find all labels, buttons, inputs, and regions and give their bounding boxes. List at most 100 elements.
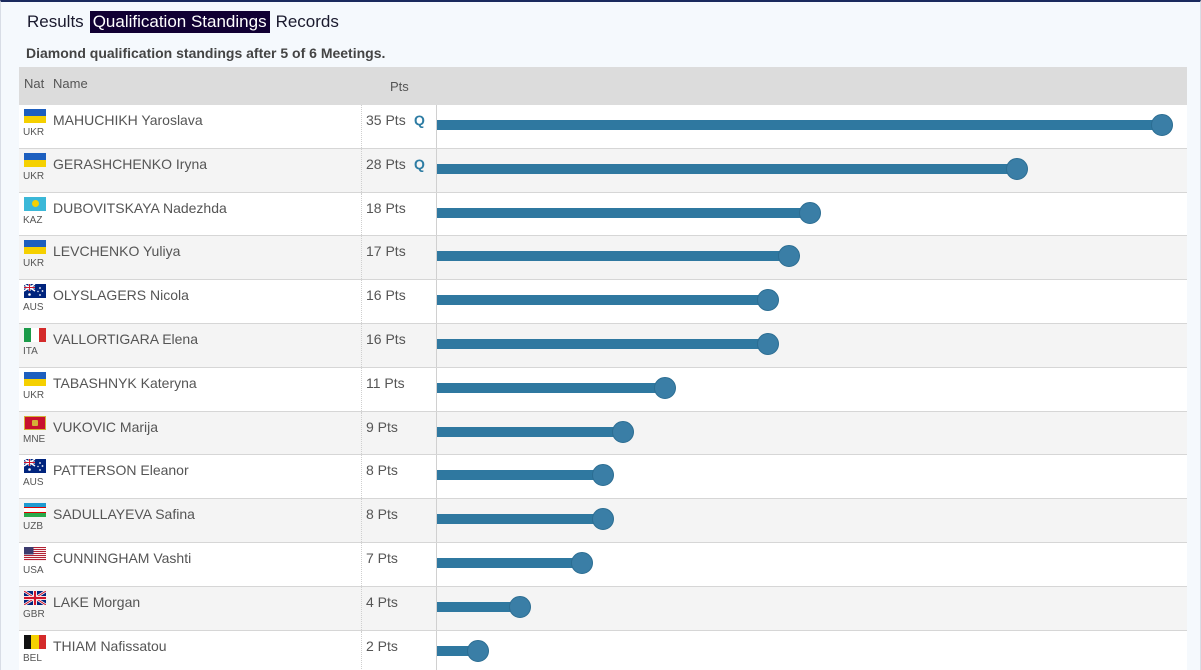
table-row: UKR TABASHNYK Kateryna 11 Pts — [19, 367, 1187, 412]
points-bar-area — [437, 587, 1187, 630]
belgium-flag — [24, 634, 46, 649]
points-dot — [799, 201, 821, 224]
table-row: AUS PATTERSON Eleanor 8 Pts — [19, 455, 1187, 500]
nat-code: MNE — [23, 433, 46, 445]
nat-code: GBR — [23, 608, 45, 620]
nat-code: USA — [23, 564, 44, 576]
points-cell: 2 Pts — [361, 630, 437, 670]
nat-code: AUS — [23, 477, 44, 489]
nat-code: UKR — [23, 258, 45, 270]
table-row: KAZ DUBOVITSKAYA Nadezhda 18 Pts — [19, 192, 1187, 237]
column-nat: Nat — [24, 76, 45, 91]
tab-qualification-standings[interactable]: Qualification Standings — [89, 11, 270, 33]
points-dot — [1006, 157, 1028, 180]
points-bar — [437, 163, 1017, 174]
points-dot — [757, 332, 779, 355]
ukraine-flag — [24, 240, 46, 255]
athlete-name[interactable]: MAHUCHIKH Yaroslava — [53, 112, 203, 128]
points-cell: 16 Pts — [361, 323, 437, 367]
table-row: UZB SADULLAYEVA Safina 8 Pts — [19, 499, 1187, 543]
points-bar-area — [437, 280, 1187, 323]
points-dot — [467, 639, 489, 662]
points-cell: 8 Pts — [361, 499, 437, 542]
points-bar — [437, 251, 789, 262]
points-bar — [437, 557, 582, 568]
points-value: 16 Pts — [366, 330, 406, 347]
points-cell: 11 Pts — [361, 367, 437, 411]
points-bar-area — [437, 455, 1187, 498]
points-dot — [778, 245, 800, 268]
points-cell: 8 Pts — [361, 455, 437, 499]
nat-code: UKR — [23, 389, 45, 401]
montenegro-flag — [24, 415, 46, 430]
table-body: UKR MAHUCHIKH Yaroslava 35 Pts Q UKR GERASHCH… — [19, 105, 1187, 670]
nat-code: AUS — [23, 302, 44, 314]
points-cell: 35 Pts Q — [361, 105, 437, 148]
athlete-name[interactable]: PATTERSON Eleanor — [53, 462, 189, 479]
athlete-name[interactable]: CUNNINGHAM Vashti — [53, 549, 192, 566]
points-bar-area — [437, 324, 1187, 367]
points-bar-area — [437, 631, 1187, 670]
nat-code: UKR — [23, 127, 45, 138]
points-bar-area — [437, 105, 1187, 148]
points-value: 7 Pts — [366, 549, 398, 566]
italy-flag — [24, 327, 46, 342]
table-row: UKR GERASHCHENKO Iryna 28 Pts Q — [19, 148, 1187, 193]
athlete-name[interactable]: THIAM Nafissatou — [53, 637, 167, 654]
ukraine-flag — [24, 152, 46, 167]
qualified-badge: Q — [414, 112, 425, 128]
table-row: MNE VUKOVIC Marija 9 Pts — [19, 411, 1187, 456]
points-dot — [654, 376, 676, 399]
points-cell: 16 Pts — [361, 280, 437, 323]
table-row: GBR LAKE Morgan 4 Pts — [19, 586, 1187, 631]
points-bar-area — [437, 193, 1187, 236]
points-value: 8 Pts — [366, 506, 398, 523]
kazakhstan-flag — [24, 196, 46, 211]
points-value: 18 Pts — [366, 199, 406, 216]
uk-flag — [24, 590, 46, 605]
ukraine-flag — [24, 109, 46, 123]
points-value: 8 Pts — [366, 462, 398, 479]
table-row: USA CUNNINGHAM Vashti 7 Pts — [19, 542, 1187, 587]
athlete-name[interactable]: GERASHCHENKO Iryna — [53, 155, 208, 172]
athlete-name[interactable]: LEVCHENKO Yuliya — [53, 243, 181, 260]
points-dot — [757, 289, 779, 312]
athlete-name[interactable]: SADULLAYEVA Safina — [53, 506, 195, 523]
points-dot — [612, 420, 634, 443]
points-bar-area — [437, 368, 1187, 411]
nat-code: BEL — [23, 652, 42, 664]
column-name: Name — [53, 76, 88, 91]
points-cell: 7 Pts — [361, 542, 437, 586]
points-bar — [437, 207, 810, 218]
points-bar-area — [437, 149, 1187, 192]
points-value: 4 Pts — [366, 593, 398, 610]
points-bar — [437, 645, 478, 656]
tab-bar: Results Qualification Standings Records — [25, 10, 345, 34]
points-bar-area — [437, 499, 1187, 542]
tab-results[interactable]: Results — [27, 12, 84, 31]
athlete-name[interactable]: VUKOVIC Marija — [53, 418, 159, 435]
athlete-name[interactable]: LAKE Morgan — [53, 593, 141, 610]
athlete-name[interactable]: VALLORTIGARA Elena — [53, 330, 198, 347]
points-bar — [437, 295, 768, 306]
table-row: UKR MAHUCHIKH Yaroslava 35 Pts Q — [19, 105, 1187, 149]
athlete-name[interactable]: TABASHNYK Kateryna — [53, 374, 197, 391]
points-bar — [437, 338, 768, 349]
australia-flag — [24, 284, 46, 299]
points-bar — [437, 470, 603, 481]
nat-code: UKR — [23, 170, 45, 182]
nat-code: ITA — [23, 345, 38, 357]
points-value: 2 Pts — [366, 637, 398, 654]
athlete-name[interactable]: OLYSLAGERS Nicola — [53, 287, 189, 304]
table-row: BEL THIAM Nafissatou 2 Pts — [19, 630, 1187, 670]
tab-records[interactable]: Records — [275, 12, 339, 31]
points-value: 16 Pts — [366, 287, 406, 304]
standings-table: Nat Name Pts UKR MAHUCHIKH Yaroslava 35 Pt… — [19, 67, 1187, 670]
table-row: UKR LEVCHENKO Yuliya 17 Pts — [19, 236, 1187, 281]
points-bar — [437, 120, 1162, 130]
points-cell: 18 Pts — [361, 192, 437, 236]
athlete-name[interactable]: DUBOVITSKAYA Nadezhda — [53, 199, 227, 216]
points-cell: 4 Pts — [361, 586, 437, 630]
standings-subtitle: Diamond qualification standings after 5 … — [26, 45, 386, 61]
